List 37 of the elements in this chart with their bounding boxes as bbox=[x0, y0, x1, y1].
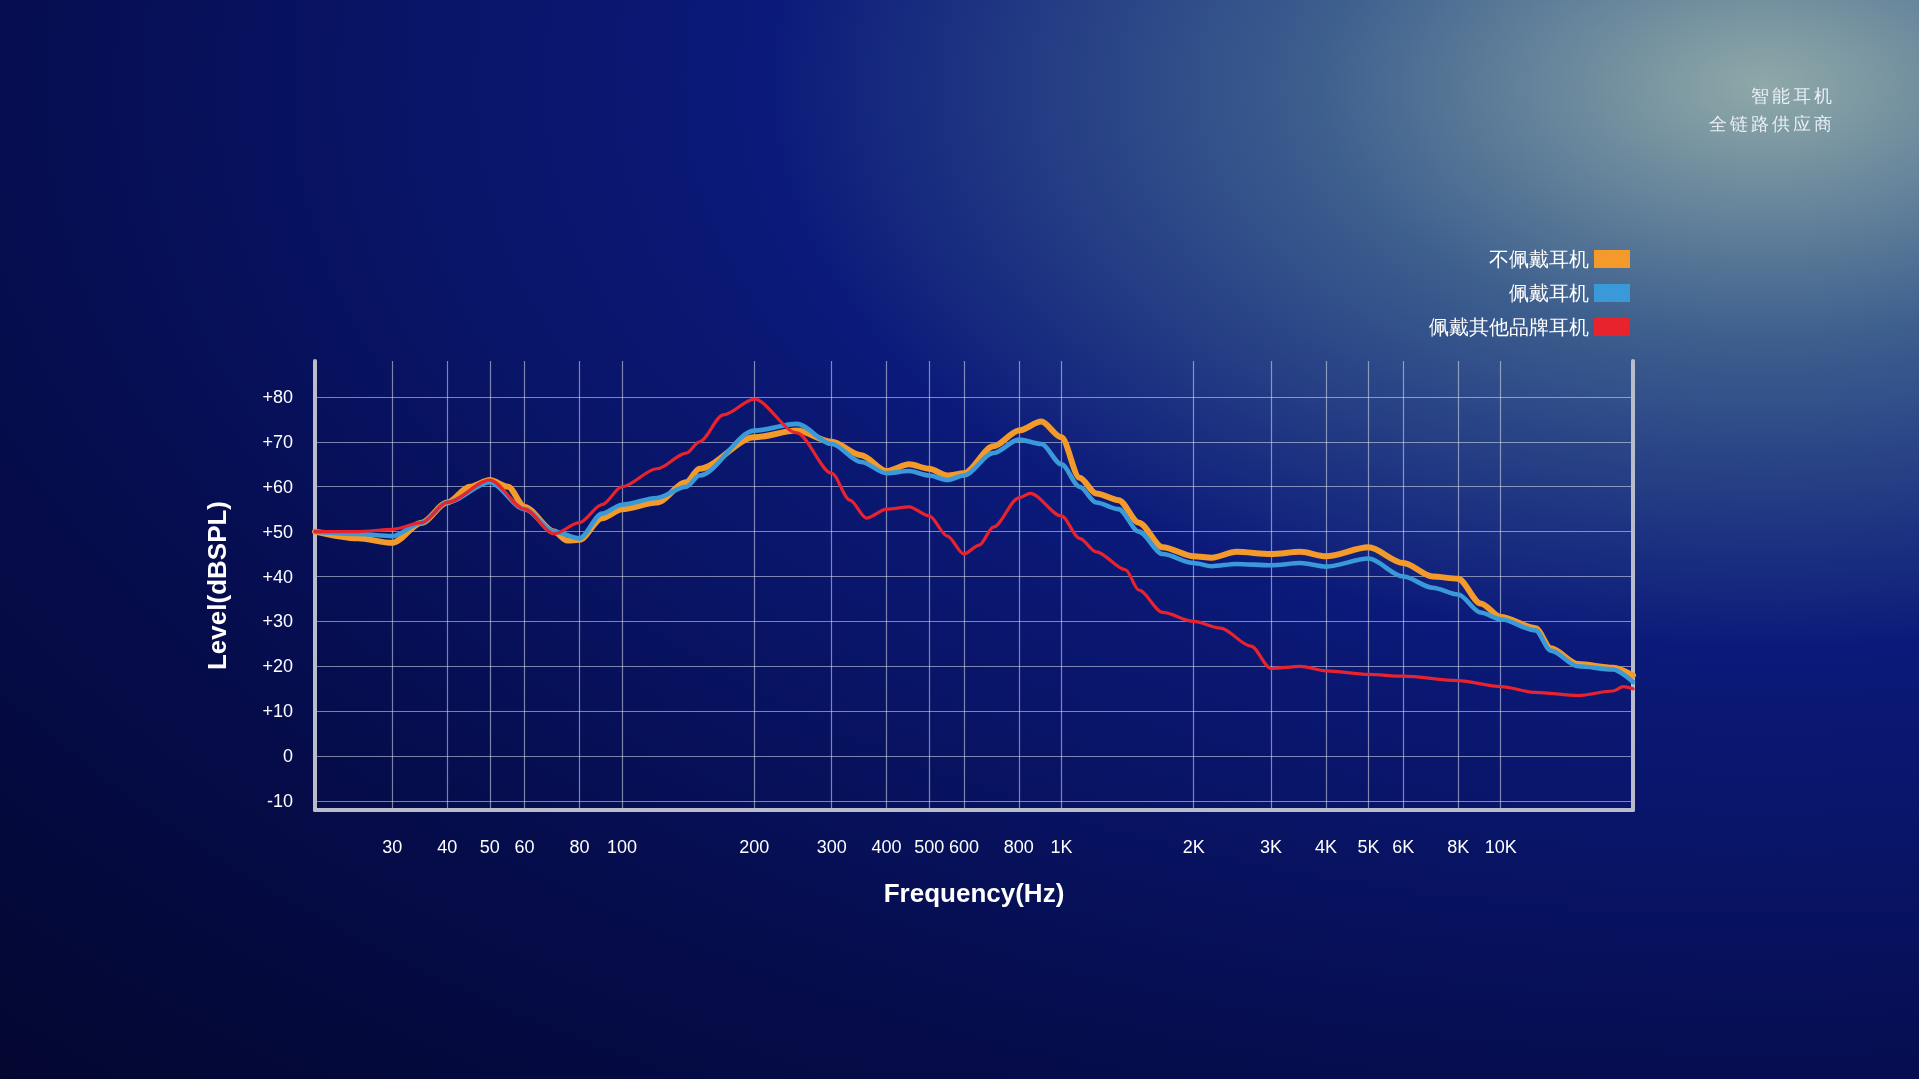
y-axis-title: Level(dBSPL) bbox=[202, 500, 232, 671]
x-tick-label: 400 bbox=[871, 837, 902, 857]
x-tick-label: 8K bbox=[1447, 837, 1470, 857]
x-tick-label: 40 bbox=[437, 837, 458, 857]
y-tick-label: +70 bbox=[262, 431, 293, 452]
y-tick-label: +10 bbox=[262, 701, 293, 722]
y-tick-label: +40 bbox=[262, 566, 293, 587]
x-tick-label: 5K bbox=[1357, 837, 1380, 857]
text: 全链路供应商 bbox=[1709, 112, 1835, 136]
y-tick-label: -10 bbox=[266, 791, 293, 812]
x-tick-label: 600 bbox=[948, 837, 979, 857]
x-tick-label: 4K bbox=[1314, 837, 1337, 857]
x-tick-label: 50 bbox=[479, 837, 500, 857]
x-tick-label: 300 bbox=[816, 837, 847, 857]
x-tick-label: 500 bbox=[914, 837, 945, 857]
x-tick-label: 10K bbox=[1484, 837, 1517, 857]
x-tick-label: 3K bbox=[1260, 837, 1283, 857]
y-tick-label: +20 bbox=[262, 656, 293, 677]
x-tick-label: 800 bbox=[1003, 837, 1034, 857]
y-tick-label: +60 bbox=[262, 476, 293, 497]
x-tick-label: 80 bbox=[569, 837, 590, 857]
x-tick-label: 1K bbox=[1050, 837, 1073, 857]
x-axis-title: Frequency(Hz) bbox=[883, 878, 1065, 908]
legend-label: 佩戴耳机 bbox=[1509, 282, 1589, 304]
x-tick-label: 30 bbox=[382, 837, 403, 857]
text: 智能耳机 bbox=[1750, 84, 1835, 108]
x-tick-label: 2K bbox=[1182, 837, 1205, 857]
x-tick-label: 100 bbox=[607, 837, 638, 857]
x-tick-label: 6K bbox=[1392, 837, 1415, 857]
y-tick-label: +80 bbox=[262, 386, 293, 407]
x-tick-label: 200 bbox=[739, 837, 770, 857]
y-tick-label: +30 bbox=[262, 611, 293, 632]
x-tick-label: 60 bbox=[514, 837, 535, 857]
y-tick-label: +50 bbox=[262, 521, 293, 542]
legend-label: 不佩戴耳机 bbox=[1489, 248, 1589, 270]
y-tick-label: 0 bbox=[282, 746, 293, 767]
legend-label: 佩戴其他品牌耳机 bbox=[1429, 316, 1589, 338]
